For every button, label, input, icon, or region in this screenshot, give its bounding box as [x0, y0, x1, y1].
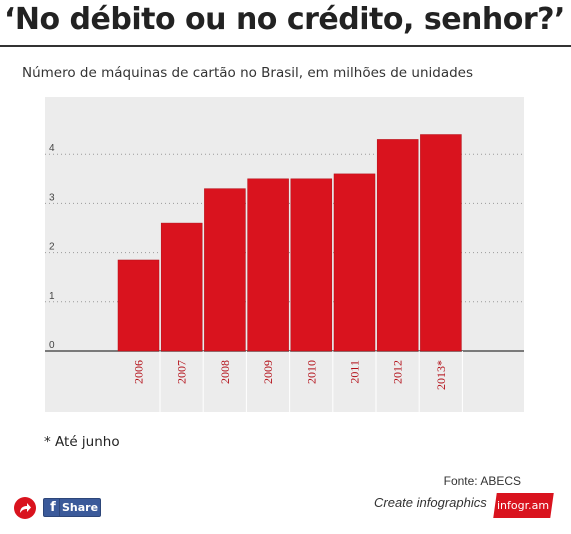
- share-label: Share: [61, 501, 99, 514]
- x-tick-label: 2008: [218, 360, 232, 384]
- bar: [204, 188, 246, 352]
- facebook-icon: f: [44, 499, 60, 516]
- create-infographics-link[interactable]: Create infographics: [374, 495, 487, 510]
- bar: [247, 178, 289, 352]
- bar: [376, 139, 419, 352]
- bar: [333, 173, 376, 352]
- x-tick-label: 2010: [304, 360, 318, 384]
- bar: [290, 178, 333, 352]
- y-tick-label: 1: [49, 291, 55, 302]
- bar: [117, 259, 160, 352]
- y-tick-label: 3: [49, 192, 55, 203]
- x-tick-label: 2007: [175, 360, 189, 384]
- y-tick-label: 4: [49, 143, 55, 154]
- share-arrow-icon[interactable]: [14, 497, 36, 519]
- x-tick-label: 2013*: [434, 360, 448, 390]
- curved-arrow-icon: [20, 503, 31, 513]
- infogram-logo-text: infogr.am: [497, 499, 550, 512]
- source-note: Fonte: ABECS: [443, 474, 521, 488]
- infogram-logo-badge[interactable]: infogr.am: [493, 493, 554, 518]
- x-tick-label: 2011: [348, 360, 362, 384]
- title-divider: [0, 45, 571, 47]
- x-tick-label: 2012: [391, 360, 405, 384]
- bar: [160, 222, 203, 352]
- y-tick-label: 0: [49, 340, 55, 351]
- facebook-share-button[interactable]: f Share: [43, 498, 101, 517]
- y-tick-label: 2: [49, 242, 55, 253]
- chart-subtitle: Número de máquinas de cartão no Brasil, …: [22, 65, 473, 81]
- footnote: * Até junho: [44, 434, 120, 450]
- bar: [420, 134, 462, 352]
- x-tick-label: 2009: [261, 360, 275, 384]
- page-title: ‘No débito ou no crédito, senhor?’: [4, 2, 565, 37]
- x-tick-label: 2006: [132, 360, 146, 384]
